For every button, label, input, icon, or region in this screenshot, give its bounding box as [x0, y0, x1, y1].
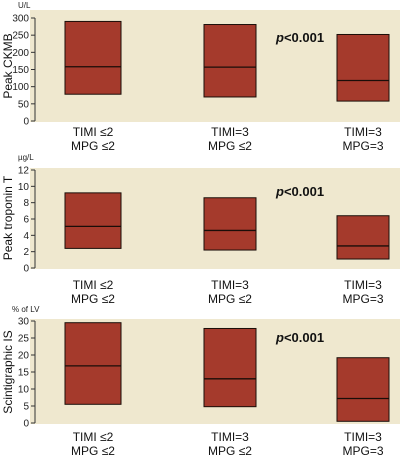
box-3: [336, 357, 390, 422]
y-tick-label: 10: [18, 182, 30, 193]
category-label-line2: MPG=3: [342, 292, 383, 306]
panel-ckmb: U/L Peak CKMB p<0.001 0 50 100 150 200 250 300…: [1, 1, 400, 153]
y-tick-label: 8: [23, 198, 29, 209]
y-tick-label: 20: [18, 351, 30, 362]
y-tick-label: 5: [23, 402, 29, 413]
category-label-line2: MPG ≤2: [208, 292, 252, 306]
category-label-line1: TIMI=3: [211, 278, 249, 292]
category-label-line1: TIMI=3: [211, 430, 249, 444]
panel-troponin: µg/L Peak troponin T p<0.001 0 2 4 6 8 10 12 TI…: [1, 153, 400, 306]
p-value: p<0.001: [275, 30, 324, 45]
category-label-line1: TIMI=3: [344, 430, 382, 444]
category-label-line1: TIMI ≤2: [73, 278, 114, 292]
y-tick-label: 300: [12, 14, 29, 25]
box-3: [336, 215, 390, 260]
p-value: p<0.001: [275, 184, 324, 199]
y-tick-label: 50: [18, 99, 30, 110]
y-axis-label: Peak troponin T: [1, 175, 15, 260]
y-tick-label: 30: [18, 317, 30, 328]
y-unit: U/L: [18, 1, 31, 10]
y-axis-label: Peak CKMB: [1, 33, 15, 98]
category-label-line1: TIMI=3: [211, 125, 249, 139]
y-tick-label: 100: [12, 82, 29, 93]
y-tick-label: 25: [18, 334, 30, 345]
category-label-line1: TIMI ≤2: [73, 430, 114, 444]
category-label-line2: MPG ≤2: [208, 139, 252, 153]
box-1: [64, 322, 122, 405]
y-unit: % of LV: [12, 305, 40, 314]
category-label-line2: MPG ≤2: [71, 139, 115, 153]
y-tick-label: 12: [18, 166, 30, 177]
y-tick-label: 2: [23, 247, 29, 258]
p-value: p<0.001: [275, 330, 324, 345]
box-2: [203, 327, 257, 408]
y-tick-label: 200: [12, 48, 29, 59]
box-3: [336, 33, 390, 102]
y-tick-label: 15: [18, 368, 30, 379]
y-unit: µg/L: [18, 153, 34, 162]
y-tick-label: 10: [18, 385, 30, 396]
y-tick-label: 0: [23, 117, 29, 128]
box-2: [203, 197, 257, 251]
y-tick-label: 0: [23, 419, 29, 430]
box-2: [203, 24, 257, 98]
category-label-line1: TIMI=3: [344, 125, 382, 139]
category-label-line1: TIMI ≤2: [73, 125, 114, 139]
box-1: [64, 20, 122, 95]
category-label-line2: MPG=3: [342, 139, 383, 153]
y-tick-label: 6: [23, 215, 29, 226]
category-label-line2: MPG ≤2: [208, 444, 252, 458]
y-tick-label: 0: [23, 264, 29, 275]
y-axis-label: Scintigraphic IS: [1, 330, 15, 413]
y-tick-label: 150: [12, 65, 29, 76]
box-1: [64, 192, 122, 249]
y-tick-label: 4: [23, 231, 29, 242]
category-label-line2: MPG=3: [342, 444, 383, 458]
category-label-line2: MPG ≤2: [71, 292, 115, 306]
category-label-line1: TIMI=3: [344, 278, 382, 292]
panel-scintigraphic-is: % of LV Scintigraphic IS p<0.001 0 5 10 15 2…: [1, 305, 400, 458]
y-tick-label: 250: [12, 31, 29, 42]
category-label-line2: MPG ≤2: [71, 444, 115, 458]
